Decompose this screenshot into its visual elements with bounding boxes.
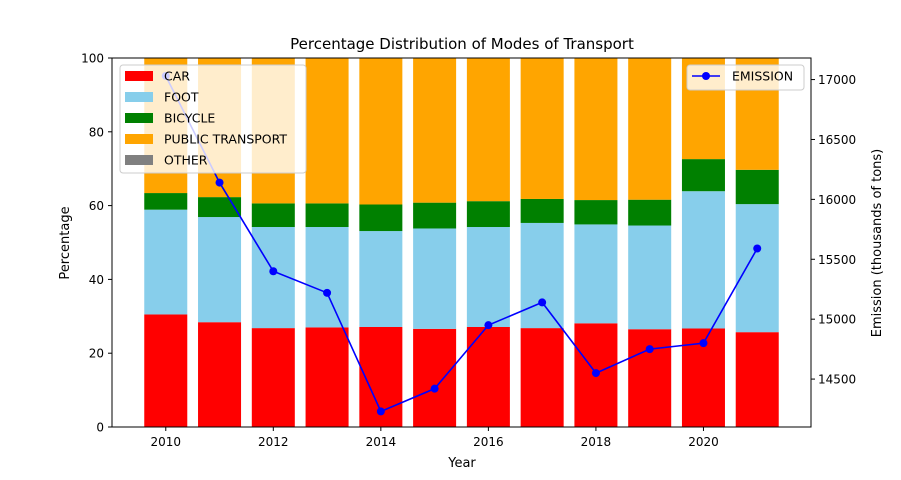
y2-tick-label: 14500 [818,373,856,387]
bar-bicycle-2019 [628,199,672,226]
bar-bicycle-2018 [574,200,618,225]
bar-bicycle-2016 [466,201,510,228]
x-tick-label: 2016 [473,435,504,449]
y2-tick-label: 15000 [818,313,856,327]
x-tick-label: 2018 [581,435,612,449]
x-axis: 2010 2012 2014 2016 2018 2020 [150,427,719,449]
y-tick-label: 60 [89,199,104,213]
x-tick-label: 2014 [366,435,397,449]
bar-bicycle-2015 [413,202,457,229]
legend-swatch-car [125,71,153,81]
y-tick-label: 80 [89,125,104,139]
bar-public-transport-2018 [574,58,618,201]
bar-bicycle-2017 [520,198,564,223]
bar-bicycle-2013 [305,203,349,228]
legend-modes: CAR FOOT BICYCLE PUBLIC TRANSPORT OTHER [119,64,307,174]
legend-label-foot: FOOT [164,90,199,105]
legend-swatch-foot [125,92,153,102]
bar-foot-2015 [413,228,457,329]
x-tick-label: 2012 [258,435,289,449]
y-axis-label: Percentage [58,206,73,279]
bar-foot-2013 [305,227,349,328]
emission-point-2012 [269,267,278,276]
emission-point-2015 [430,384,439,393]
bar-bicycle-2020 [681,159,725,192]
bar-public-transport-2013 [305,58,349,204]
plot-frame [111,57,812,428]
y2-tick-label: 16500 [818,133,856,147]
x-tick-label: 2020 [688,435,719,449]
bar-car-2011 [198,322,242,427]
bar-bicycle-2021 [735,169,779,205]
chart-title: Percentage Distribution of Modes of Tran… [290,35,634,53]
x-axis-label: Year [447,456,476,471]
y2-tick-label: 15500 [818,253,856,267]
bar-bicycle-2010 [144,193,188,210]
bar-foot-2014 [359,231,403,328]
y2-tick-label: 17000 [818,73,856,87]
y2-tick-label: 16000 [818,193,856,207]
bar-bicycle-2014 [359,204,403,232]
emission-point-2013 [323,288,332,297]
emission-point-2018 [591,369,600,378]
bar-car-2019 [628,329,672,427]
emission-point-2014 [376,407,385,416]
bar-public-transport-2016 [466,58,510,202]
bar-public-transport-2014 [359,58,403,205]
y2-axis-label: Emission (thousands of tons) [870,149,885,338]
y-axis-left: 0 20 40 60 80 100 [81,52,112,435]
bar-bicycle-2012 [251,203,295,228]
legend-label-other: OTHER [164,153,208,168]
y-tick-label: 40 [89,273,104,287]
legend-box-emission [686,64,805,91]
y-tick-label: 20 [89,347,104,361]
bar-car-2017 [520,328,564,427]
x-tick-label: 2010 [150,435,181,449]
legend-label-emission: EMISSION [732,69,793,84]
bar-foot-2020 [681,191,725,329]
legend-label-bicycle: BICYCLE [164,111,215,126]
emission-point-2021 [753,244,762,253]
legend-swatch-other [125,155,153,165]
bar-foot-2010 [144,209,188,315]
bar-car-2016 [466,327,510,427]
emission-line [165,75,758,413]
bar-public-transport-2015 [413,58,457,203]
emission-point-2019 [645,345,654,354]
bar-car-2013 [305,327,349,427]
legend-label-car: CAR [164,69,190,84]
bar-bicycle-2011 [198,197,242,218]
emission-point-2011 [215,178,224,187]
legend-swatch-public-transport [125,134,153,144]
legend-swatch-bicycle [125,113,153,123]
bar-foot-2017 [520,222,564,329]
bar-foot-2016 [466,227,510,328]
bar-public-transport-2017 [520,58,564,199]
y-tick-label: 0 [96,421,104,435]
emission-point-2017 [538,298,547,307]
legend-emission-marker [702,72,710,80]
y-tick-label: 100 [81,52,104,66]
bar-public-transport-2019 [628,58,672,200]
legend-emission: EMISSION [686,64,805,91]
bar-foot-2011 [198,217,242,323]
bar-car-2010 [144,314,188,427]
bar-foot-2021 [735,204,779,333]
bar-car-2015 [413,328,457,427]
emission-point-2016 [484,321,493,330]
legend-box [119,64,307,174]
bar-car-2021 [735,332,779,427]
bar-foot-2018 [574,224,618,324]
bar-car-2012 [251,328,295,427]
emission-point-2020 [699,339,708,348]
bar-foot-2019 [628,225,672,330]
y-axis-right: 14500 15000 15500 16000 16500 17000 [811,73,856,387]
legend-label-public-transport: PUBLIC TRANSPORT [164,132,287,147]
